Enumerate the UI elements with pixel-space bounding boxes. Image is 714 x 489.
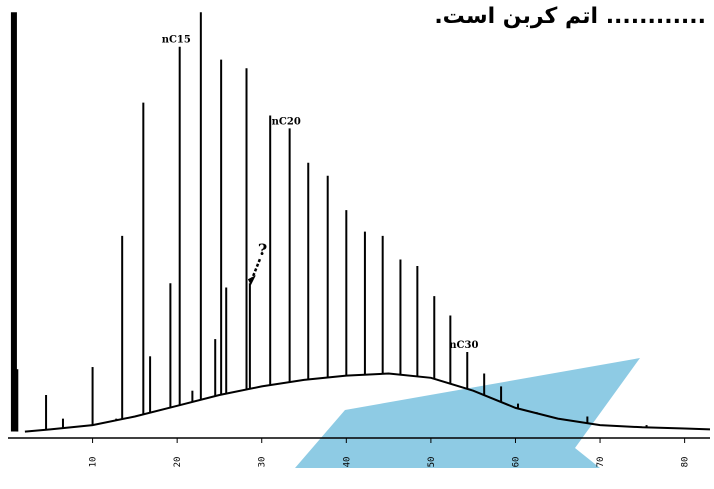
x-axis-ticks: 10 20 30 40 50 60 70 80 bbox=[89, 438, 691, 467]
peak-label-nC20: nC20 bbox=[272, 116, 301, 127]
baseline-hump bbox=[24, 372, 711, 433]
hump-line bbox=[24, 372, 711, 433]
x-tick-label-3: 40 bbox=[342, 457, 352, 468]
peak-label-nC15: nC15 bbox=[162, 35, 191, 46]
x-tick-label-2: 30 bbox=[258, 457, 268, 468]
blue-arrow-overlay bbox=[295, 358, 640, 468]
peaks bbox=[10, 12, 648, 432]
peak-label-nC30: nC30 bbox=[449, 340, 478, 351]
question-arrow-head bbox=[247, 275, 256, 286]
x-tick-label-4: 50 bbox=[427, 457, 437, 468]
x-tick-label-7: 80 bbox=[681, 457, 691, 468]
x-tick-label-6: 70 bbox=[596, 457, 606, 468]
question-title: ............ اتم کربن است. bbox=[434, 4, 706, 29]
question-mark-annotation: ? bbox=[258, 240, 267, 259]
peak-annotations: nC15 nC20 nC30? bbox=[162, 35, 479, 351]
question-arrow-line bbox=[250, 258, 262, 280]
x-tick-label-0: 10 bbox=[89, 457, 99, 468]
x-tick-label-5: 60 bbox=[511, 457, 521, 468]
x-tick-label-1: 20 bbox=[173, 457, 183, 468]
